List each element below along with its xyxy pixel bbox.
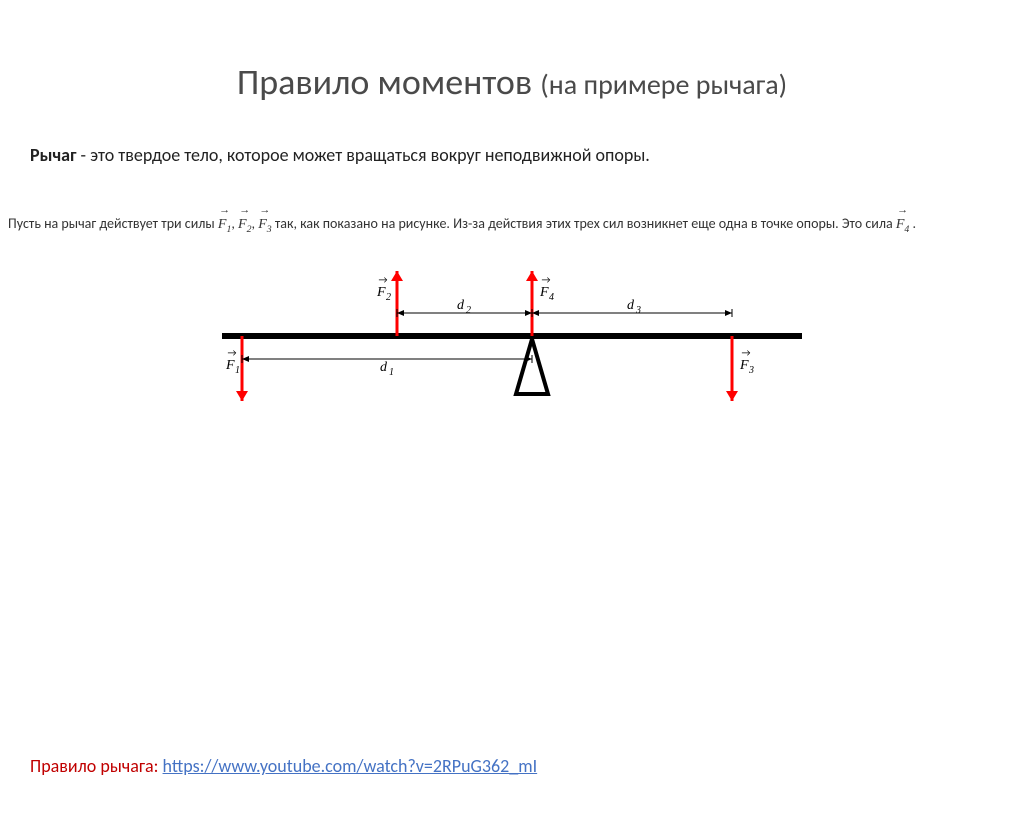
footer-label: Правило рычага: <box>30 755 163 777</box>
vector-f3: F3 <box>258 206 271 241</box>
svg-text:d: d <box>457 298 465 313</box>
definition-text: Рычаг - это твердое тело, которое может … <box>30 144 994 166</box>
vector-f2: F2 <box>238 206 251 241</box>
svg-text:d: d <box>627 298 635 313</box>
para-pre: Пусть на рычаг действует три силы <box>8 215 218 232</box>
definition-term: Рычаг <box>30 144 76 166</box>
title-main-text: Правило моментов <box>237 60 540 104</box>
svg-text:F: F <box>376 285 386 300</box>
svg-text:2: 2 <box>386 292 391 303</box>
para-mid: так, как показано на рисунке. Из-за дейс… <box>275 215 896 232</box>
svg-text:d: d <box>380 360 388 375</box>
svg-text:2: 2 <box>466 305 471 316</box>
svg-text:3: 3 <box>748 365 754 376</box>
title-sub-text: (на примере рычага) <box>540 67 787 102</box>
svg-text:1: 1 <box>235 365 240 376</box>
diagram-container: →F1→F2→F4→F3d1d2d3 <box>0 251 1024 456</box>
svg-text:F: F <box>539 285 549 300</box>
para-end: . <box>912 215 916 232</box>
svg-text:F: F <box>225 358 235 373</box>
vector-f4: F4 <box>896 206 909 241</box>
lever-diagram: →F1→F2→F4→F3d1d2d3 <box>202 251 822 451</box>
svg-text:1: 1 <box>389 367 394 378</box>
vector-f1: F1 <box>218 206 231 241</box>
definition-rest: - это твердое тело, которое может вращат… <box>76 144 649 166</box>
svg-text:3: 3 <box>635 305 641 316</box>
video-link[interactable]: https://www.youtube.com/watch?v=2RPuG362… <box>163 755 538 777</box>
forces-paragraph: Пусть на рычаг действует три силы F1, F2… <box>8 206 1016 241</box>
svg-text:F: F <box>739 358 749 373</box>
svg-text:4: 4 <box>549 292 554 303</box>
slide: Правило моментов (на примере рычага) Рыч… <box>0 60 1024 827</box>
slide-title: Правило моментов (на примере рычага) <box>0 60 1024 104</box>
footer-link-row: Правило рычага: https://www.youtube.com/… <box>30 755 537 777</box>
